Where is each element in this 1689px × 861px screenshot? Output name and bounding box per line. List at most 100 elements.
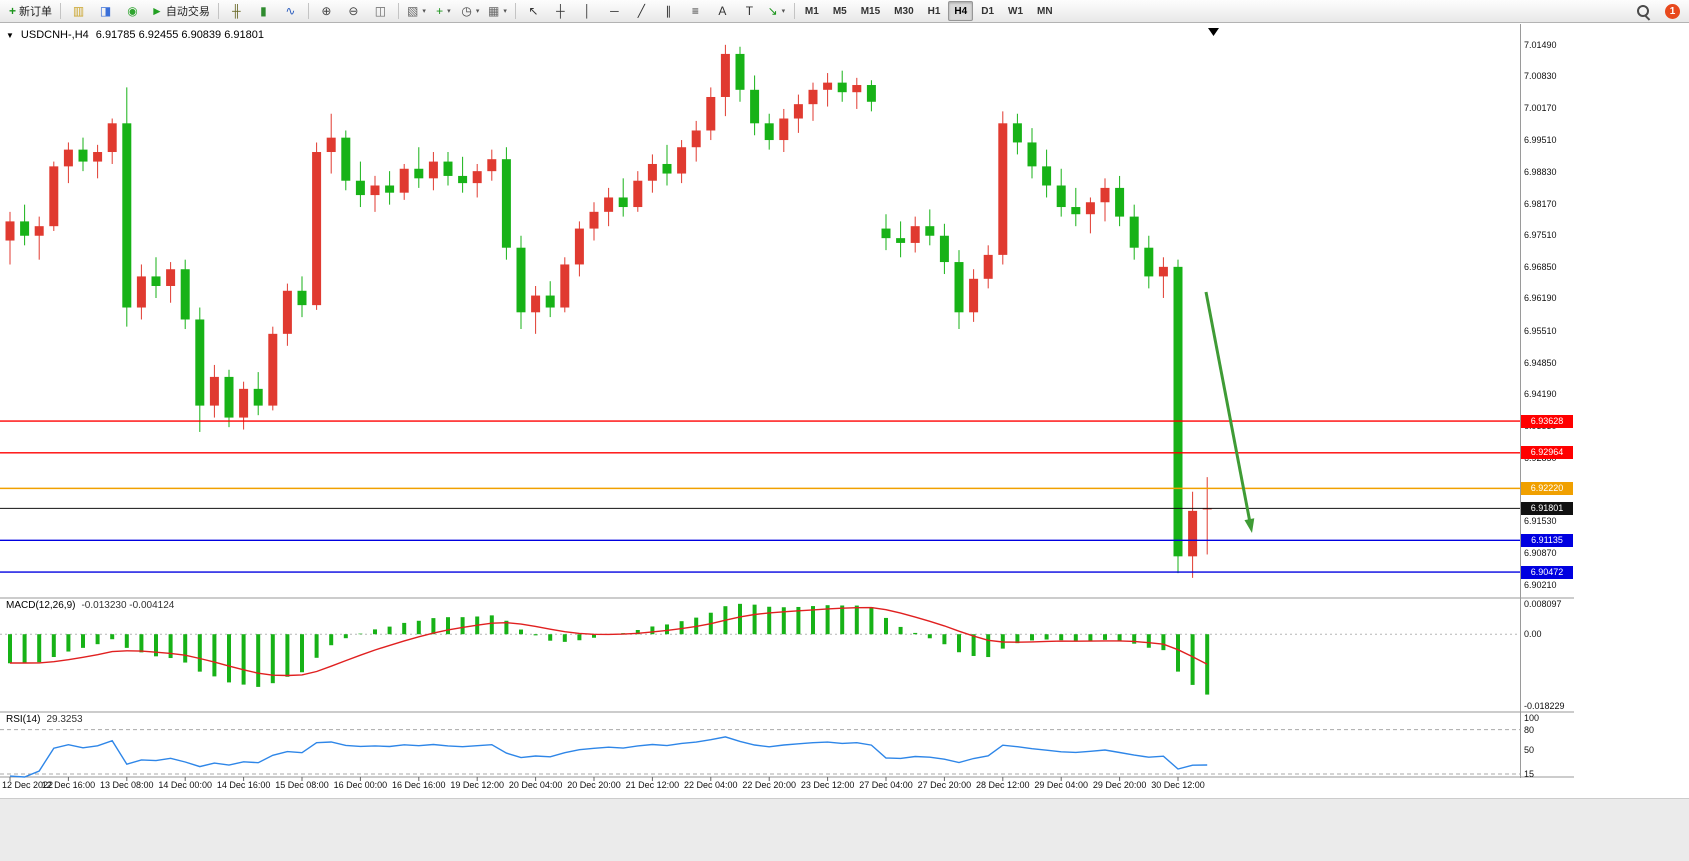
vertical-line-button[interactable]: │ [574,1,601,22]
dropdown-caret-icon[interactable]: ▾ [475,8,480,15]
chart-shift-icon[interactable] [1208,28,1219,36]
new-chart-button[interactable]: ▧ ▾ [403,1,430,22]
candle-body [472,171,482,184]
candle-body [341,137,351,181]
macd-histogram-bar [197,634,202,672]
time-axis-label: 22 Dec 04:00 [684,780,738,790]
charts-button[interactable]: ▥ [65,1,92,22]
time-axis-label: 27 Dec 04:00 [859,780,913,790]
cursor-icon: ↖ [528,4,539,18]
price-axis-label: 6.98170 [1524,198,1557,209]
candle-body [443,161,453,176]
cursor-button[interactable]: ↖ [520,1,547,22]
candle-body [195,319,205,406]
macd-histogram-bar [562,634,567,642]
zoom-in-button[interactable]: ⊕ [313,1,340,22]
text-button[interactable]: A [709,1,736,22]
channel-button[interactable]: ∥ [655,1,682,22]
macd-histogram-bar [752,604,757,635]
horizontal-line-icon: ─ [610,4,619,18]
macd-histogram-bar [343,634,348,639]
candle-body [239,388,249,418]
macd-histogram-bar [1015,634,1020,644]
notification-badge[interactable]: 1 [1665,3,1680,19]
timeframe-button-w1[interactable]: W1 [1008,5,1024,17]
alerts-button[interactable]: ◉ [119,1,146,22]
candle-body [1071,207,1081,215]
search-icon[interactable] [1635,3,1652,21]
time-axis-label: 13 Dec 08:00 [100,780,154,790]
candle-body [1056,185,1066,208]
candle-body [516,247,526,313]
new-order-icon: + [9,4,17,18]
macd-histogram-bar [1059,634,1064,641]
label-button[interactable]: T [736,1,763,22]
candle-body [604,197,614,212]
tile-windows-button[interactable]: ◫ [367,1,394,22]
timeframe-button-d1[interactable]: D1 [981,5,995,17]
candle-body [297,290,307,306]
dropdown-caret-icon[interactable]: ▾ [503,8,507,15]
dropdown-caret-icon[interactable]: ▾ [447,8,451,15]
macd-values: -0.013230 -0.004124 [81,600,175,611]
crosshair-button[interactable]: ┼ [547,1,574,22]
macd-histogram-bar [504,620,509,635]
candle-body [93,152,103,162]
price-axis-label: 7.00830 [1524,71,1557,82]
bar-chart-button[interactable]: ╫ [223,1,250,22]
candlestick-button[interactable]: ▮ [250,1,277,22]
trend-arrow-head[interactable] [1244,518,1255,533]
new-order-button[interactable]: + 新订单 [5,2,56,21]
dropdown-caret-icon[interactable]: ▾ [422,8,426,15]
candle-body [560,264,570,308]
time-axis-label: 20 Dec 04:00 [508,780,563,790]
timeframe-button-m1[interactable]: M1 [804,5,819,17]
time-axis-label: 29 Dec 20:00 [1092,780,1147,790]
macd-signal-line [10,606,1208,677]
candle-body [282,290,292,334]
label-icon: T [745,4,754,18]
candle-body [180,269,190,320]
macd-histogram-bar [635,629,640,635]
arrows-icon: ↘ [767,4,778,18]
rsi-value: 29.3253 [46,714,83,725]
macd-histogram-bar [110,634,115,640]
macd-histogram-bar [796,606,801,635]
autotrade-button[interactable]: ► 自动交易 [147,2,214,21]
zoom-out-button[interactable]: ⊖ [340,1,367,22]
macd-axis-label: -0.018229 [1524,701,1565,711]
horizontal-line-button[interactable]: ─ [601,1,628,22]
macd-axis-label: 0.008097 [1524,599,1562,609]
indicators-button[interactable]: + ▾ [430,1,457,22]
price-axis-label: 6.94190 [1524,389,1557,400]
candle-body [925,226,935,236]
arrows-button[interactable]: ↘ ▾ [763,1,790,22]
candle-body [793,104,803,119]
dropdown-caret-icon[interactable]: ▾ [781,8,786,15]
candle-body [414,168,424,179]
timeframe-button-h4[interactable]: H4 [948,1,974,21]
time-axis-label: 19 Dec 12:00 [450,780,504,790]
timeframe-button-h1[interactable]: H1 [927,5,941,17]
line-chart-button[interactable]: ∿ [277,1,304,22]
candle-body [209,376,219,406]
trendline-button[interactable]: ╱ [628,1,655,22]
macd-histogram-bar [168,634,173,659]
trend-arrow-annotation[interactable] [1204,291,1252,524]
timeframe-button-mn[interactable]: MN [1037,5,1053,17]
price-axis-label: 6.90210 [1524,579,1557,590]
timeframe-button-m5[interactable]: M5 [832,5,847,17]
macd-histogram-bar [489,615,494,635]
profiles-button[interactable]: ◨ [92,1,119,22]
templates-button[interactable]: ▦ ▾ [484,1,511,22]
timeframe-button-m15[interactable]: M15 [860,5,881,17]
periods-button[interactable]: ◷ ▾ [457,1,484,22]
timeframe-button-m30[interactable]: M30 [894,5,914,17]
fibonacci-button[interactable]: ≡ [682,1,709,22]
candle-body [326,137,336,153]
candle-body [954,262,964,313]
alerts-icon: ◉ [127,4,138,18]
macd-histogram-bar [416,620,421,635]
